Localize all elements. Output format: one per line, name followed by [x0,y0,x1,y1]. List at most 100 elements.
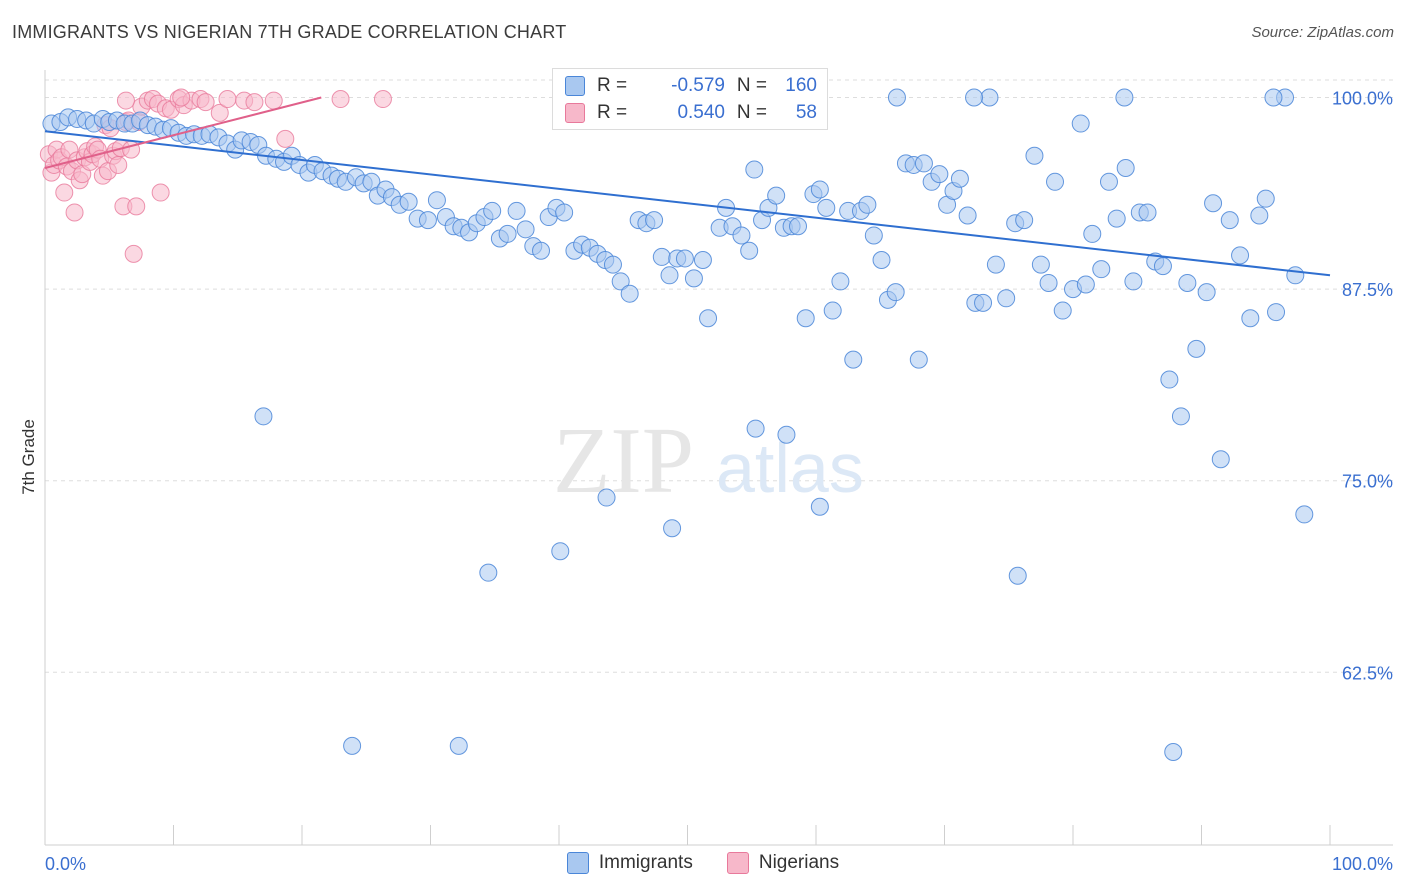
immigrants-point [1295,505,1314,524]
chart-title: IMMIGRANTS VS NIGERIAN 7TH GRADE CORRELA… [12,22,567,42]
immigrants-point [1031,255,1050,274]
trendlines [44,96,1331,277]
nigerians-point [127,197,146,216]
immigrants-point [1250,206,1269,225]
immigrants-point [746,419,765,438]
immigrants-point [684,269,703,288]
immigrants-point [823,301,842,320]
n-label: N = [736,102,767,123]
immigrants-point [479,563,498,582]
immigrants-point [958,206,977,225]
immigrants-point [1187,339,1206,358]
grid-lines [45,79,1393,673]
n-value: 58 [795,102,817,123]
nigerians-point [151,183,170,202]
nigerians-point [116,91,135,110]
immigrants-point [699,309,718,328]
immigrants-point [980,88,999,107]
legend-label-nigerians: Nigerians [758,852,840,873]
immigrants-point [1171,407,1190,426]
immigrants-point [831,272,850,291]
immigrants-point [1160,370,1179,389]
immigrants-point [844,350,863,369]
immigrants-point [1164,743,1183,762]
immigrants-point [1008,566,1027,585]
immigrants-point [516,220,535,239]
bottom-legend: Immigrants Nigerians [0,852,1406,874]
stats-row-immigrants: R = -0.579 N = 160 [565,73,817,99]
legend-label-immigrants: Immigrants [598,852,693,873]
immigrants-point [1197,283,1216,302]
y-tick-label: 62.5% [1342,663,1393,683]
immigrants-swatch [565,76,585,96]
immigrants-point [974,293,993,312]
r-label: R = [597,75,628,96]
immigrants-point [427,191,446,210]
nigerians-point [109,155,128,174]
legend-item-nigerians[interactable]: Nigerians [726,852,840,874]
immigrants-point [789,217,808,236]
watermark-zip: ZIP [553,409,694,513]
immigrants-point [418,211,437,230]
n-value: 160 [785,75,817,96]
immigrants-point [555,203,574,222]
immigrants-point [872,250,891,269]
immigrants-point [740,241,759,260]
immigrants-point [1231,246,1250,265]
nigerians-point [172,88,191,107]
immigrants-point [1039,273,1058,292]
immigrants-point [767,186,786,205]
immigrants-point [343,736,362,755]
immigrants-point [1138,203,1157,222]
r-label: R = [597,102,628,123]
immigrants-point [1092,260,1111,279]
immigrants-point [1015,211,1034,230]
nigerians-trendline [44,96,322,169]
immigrants-point [507,201,526,220]
immigrants-legend-swatch [566,852,589,874]
nigerians-point [196,93,215,112]
stats-row-nigerians: R = 0.540 N = 58 [565,100,817,126]
immigrants-point [663,519,682,538]
immigrants-point [620,284,639,303]
immigrants-point [914,154,933,173]
immigrants-point [652,247,671,266]
r-value: 0.540 [677,102,725,123]
immigrants-point [1025,146,1044,165]
immigrants-point [1220,211,1239,230]
n-label: N = [736,75,767,96]
immigrants-point [1076,275,1095,294]
immigrants-point [1241,309,1260,328]
immigrants-point [1204,194,1223,213]
y-axis-title: 7th Grade [19,419,38,495]
immigrants-point [1153,257,1172,276]
immigrants-point [930,165,949,184]
immigrants-point [1264,88,1283,107]
immigrants-point [1211,450,1230,469]
immigrants-point [603,255,622,274]
immigrants-point [986,255,1005,274]
immigrants-point [796,309,815,328]
immigrants-point [1256,189,1275,208]
nigerians-point [65,203,84,222]
stats-legend-box: R = -0.579 N = 160 R = 0.540 N = 58 [552,68,828,130]
immigrants-point [817,198,836,217]
immigrants-point [1286,266,1305,285]
immigrants-point [675,249,694,268]
axis-labels: 62.5% 75.0% 87.5% 100.0% 0.0% 100.0% 7th Grade [19,89,1393,875]
immigrants-trendline [44,130,1331,277]
x-tick-label: 100.0% [1332,854,1393,874]
immigrants-point [909,350,928,369]
nigerians-point [373,90,392,109]
r-value: -0.579 [671,75,725,96]
nigerians-point [264,91,283,110]
immigrants-point [858,195,877,214]
nigerians-point [218,90,237,109]
nigerians-point [210,103,229,122]
legend-item-immigrants[interactable]: Immigrants [566,852,693,874]
immigrants-point [449,736,468,755]
immigrants-point [1071,114,1090,133]
y-tick-label: 75.0% [1342,472,1393,492]
nigerians-point [245,93,264,112]
